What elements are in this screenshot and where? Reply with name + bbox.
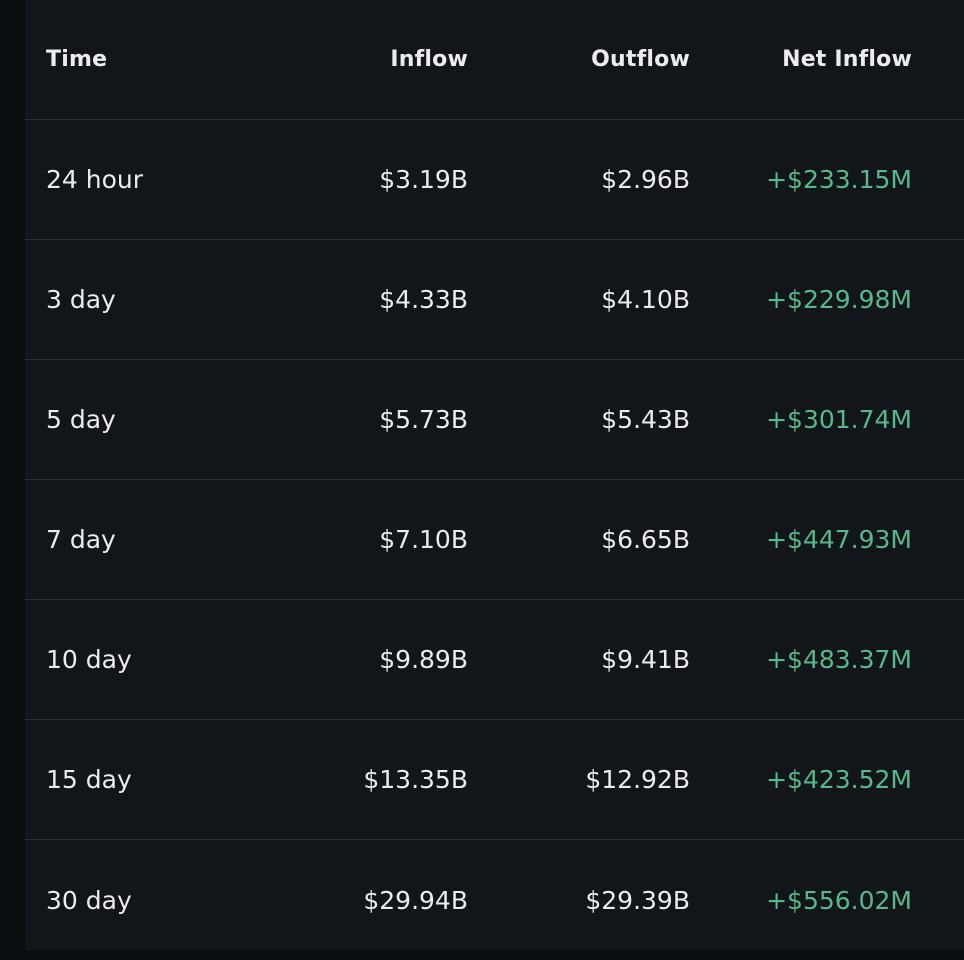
inflow-cell: $29.94B — [363, 885, 468, 915]
time-cell: 5 day — [46, 405, 116, 434]
net-inflow-cell: +$229.98M — [766, 285, 912, 314]
net-inflow-cell: +$556.02M — [766, 885, 912, 915]
time-cell: 30 day — [46, 885, 132, 915]
column-header-time[interactable]: Time — [46, 47, 108, 72]
table-row: 5 day $5.73B $5.43B +$301.74M — [25, 360, 964, 480]
table-row: 3 day $4.33B $4.10B +$229.98M — [25, 240, 964, 360]
column-header-outflow[interactable]: Outflow — [591, 47, 690, 72]
fund-flow-table: Time Inflow Outflow Net Inflow 24 hour $… — [25, 0, 964, 950]
time-cell: 10 day — [46, 645, 132, 674]
table-row: 30 day $29.94B $29.39B +$556.02M — [25, 840, 964, 960]
table-row: 7 day $7.10B $6.65B +$447.93M — [25, 480, 964, 600]
table-row: 10 day $9.89B $9.41B +$483.37M — [25, 600, 964, 720]
net-inflow-cell: +$483.37M — [766, 645, 912, 674]
column-header-inflow[interactable]: Inflow — [390, 47, 468, 72]
inflow-cell: $4.33B — [379, 285, 468, 314]
outflow-cell: $12.92B — [585, 765, 690, 794]
column-header-net-inflow[interactable]: Net Inflow — [782, 47, 912, 72]
net-inflow-cell: +$301.74M — [766, 405, 912, 434]
outflow-cell: $9.41B — [601, 645, 690, 674]
outflow-cell: $6.65B — [601, 525, 690, 554]
outflow-cell: $5.43B — [601, 405, 690, 434]
time-cell: 7 day — [46, 525, 116, 554]
time-cell: 24 hour — [46, 165, 144, 194]
outflow-cell: $4.10B — [601, 285, 690, 314]
outflow-cell: $29.39B — [585, 885, 690, 915]
net-inflow-cell: +$447.93M — [766, 525, 912, 554]
inflow-cell: $13.35B — [363, 765, 468, 794]
net-inflow-cell: +$423.52M — [766, 765, 912, 794]
inflow-cell: $7.10B — [379, 525, 468, 554]
net-inflow-cell: +$233.15M — [766, 165, 912, 194]
outflow-cell: $2.96B — [601, 165, 690, 194]
inflow-cell: $5.73B — [379, 405, 468, 434]
time-cell: 3 day — [46, 285, 116, 314]
table-header: Time Inflow Outflow Net Inflow — [25, 0, 964, 120]
inflow-cell: $3.19B — [379, 165, 468, 194]
time-cell: 15 day — [46, 765, 132, 794]
table-row: 24 hour $3.19B $2.96B +$233.15M — [25, 120, 964, 240]
inflow-cell: $9.89B — [379, 645, 468, 674]
table-row: 15 day $13.35B $12.92B +$423.52M — [25, 720, 964, 840]
